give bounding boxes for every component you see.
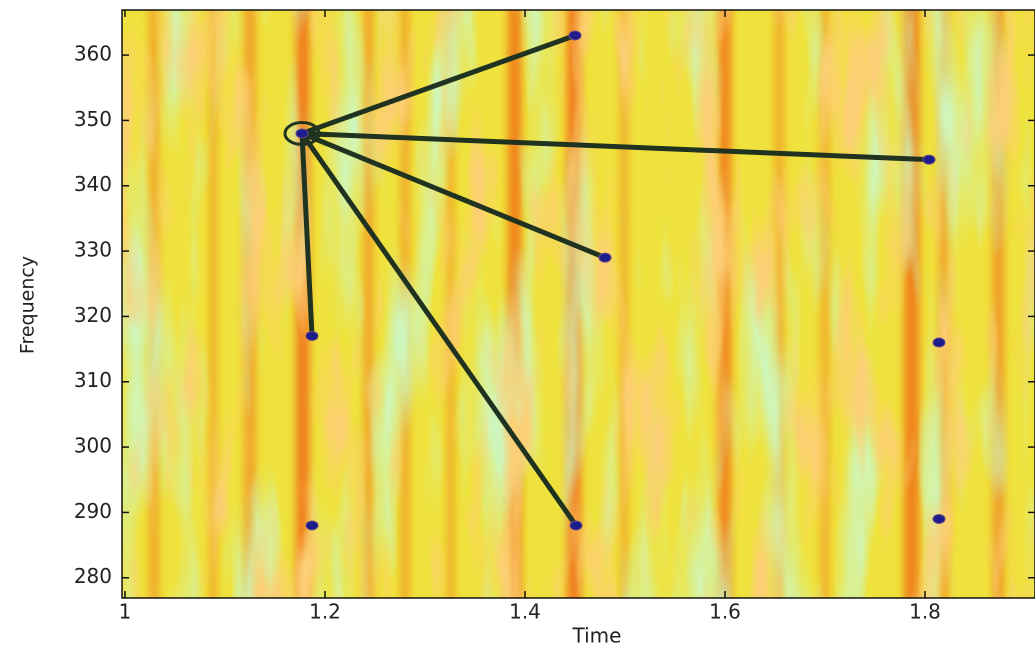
point (932, 513, 946, 524)
y-axis-label: Frequency (17, 256, 39, 354)
y-tick-label: 320 (74, 303, 112, 327)
connection-line (299, 130, 608, 261)
x-axis-label: Time (572, 624, 622, 648)
y-tick-label: 290 (74, 499, 112, 523)
y-tick-label: 350 (74, 107, 112, 131)
plot-frame (121, 9, 1035, 599)
point (922, 154, 936, 165)
x-tick-label: 1.4 (509, 600, 541, 624)
y-tick-label: 330 (74, 238, 112, 262)
point (305, 331, 319, 342)
x-tick-label: 1 (119, 600, 132, 624)
point (598, 252, 612, 263)
point (295, 128, 309, 139)
y-tick-label: 280 (74, 564, 112, 588)
point (569, 520, 583, 531)
connection-line (299, 130, 315, 339)
connection-line (299, 130, 932, 163)
anchor-ring (283, 120, 321, 146)
y-tick-label: 310 (74, 368, 112, 392)
y-tick-label: 340 (74, 172, 112, 196)
spectrogram (122, 10, 1035, 598)
y-tick-label: 360 (74, 42, 112, 66)
x-tick-label: 1.8 (909, 600, 941, 624)
point (305, 520, 319, 531)
connection-line (299, 32, 578, 136)
point (932, 337, 946, 348)
x-tick-label: 1.2 (309, 600, 341, 624)
point (568, 30, 582, 41)
y-tick-label: 300 (74, 434, 112, 458)
x-tick-label: 1.6 (709, 600, 741, 624)
connection-line (299, 130, 579, 528)
